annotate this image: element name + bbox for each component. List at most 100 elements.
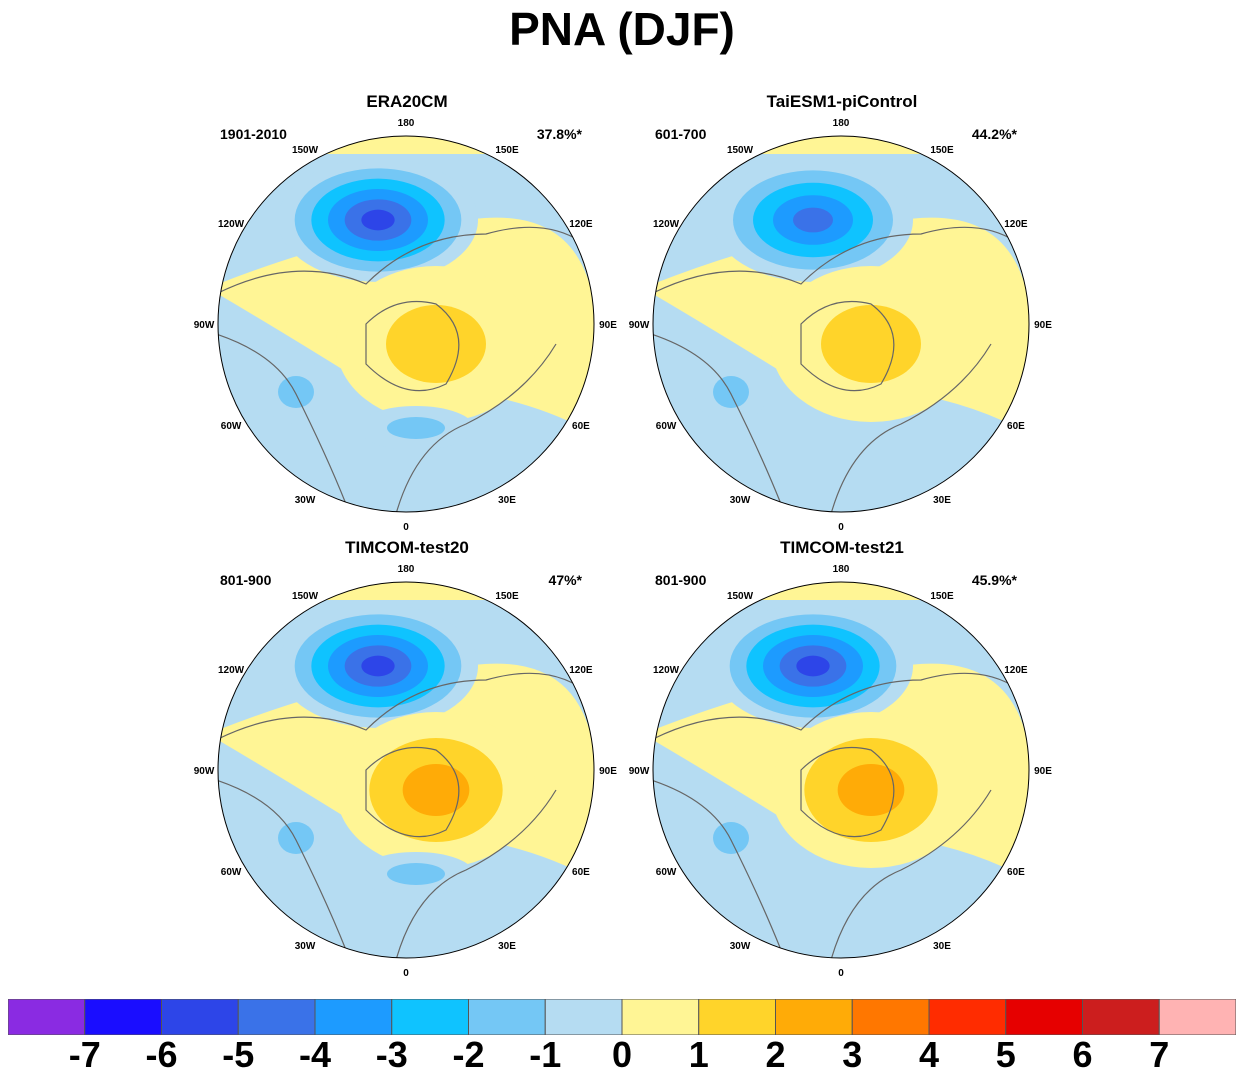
high-contour — [821, 305, 921, 383]
colorbar-tick-label: -1 — [529, 1034, 562, 1075]
colorbar-tick-label: 5 — [995, 1034, 1016, 1075]
colorbar-tick-label: 6 — [1072, 1034, 1093, 1075]
longitude-label: 120W — [653, 219, 680, 230]
longitude-label: 60W — [656, 421, 677, 432]
colorbar-tick-label: 4 — [918, 1034, 940, 1075]
longitude-label: 30W — [295, 495, 316, 506]
colorbar-tick-label: 3 — [842, 1034, 863, 1075]
panel-period: 801-900 — [220, 572, 272, 588]
colorbar-labels: -7 -6 -5 -4 -3 -2 -1 0 1 2 3 4 5 6 7 — [0, 1034, 1244, 1079]
low-contour — [361, 655, 395, 677]
colorbar-swatch — [237, 999, 316, 1035]
longitude-label: 90W — [194, 320, 215, 331]
colorbar-swatch — [698, 999, 776, 1035]
panel-period: 1901-2010 — [220, 126, 287, 142]
panel-variance: 44.2%* — [971, 126, 1017, 142]
longitude-label: 60W — [221, 867, 242, 878]
colorbar — [8, 999, 1236, 1035]
map-border — [217, 135, 595, 513]
longitude-label: 180 — [833, 118, 850, 129]
longitude-label: 90W — [629, 320, 650, 331]
colorbar-tick-label: -3 — [375, 1034, 408, 1075]
longitude-label: 120W — [218, 219, 245, 230]
longitude-label: 90E — [1034, 320, 1052, 331]
panel-period: 601-700 — [655, 126, 707, 142]
longitude-label: 150E — [495, 591, 519, 602]
panel-title: TaiESM1-piControl — [766, 92, 918, 111]
positive-band-north — [286, 582, 586, 600]
polar-map: 180 150E 120E 90E 60E 30E 0 30W 60W 90W 120W 150W — [629, 118, 1053, 533]
coastlines — [653, 672, 1029, 958]
longitude-label: 30E — [933, 941, 951, 952]
longitude-label: 180 — [398, 118, 415, 129]
coastlines — [653, 226, 1029, 512]
low-contour — [796, 655, 830, 677]
coastlines — [218, 226, 594, 512]
polar-map: 180 150E 120E 90E 60E 30E 0 30W 60W 90W 120W 150W — [194, 564, 618, 979]
colorbar-tick-label: -4 — [298, 1034, 332, 1075]
low-contour — [387, 417, 445, 439]
longitude-label: 30W — [730, 495, 751, 506]
low-contour — [387, 863, 445, 885]
longitude-label: 150W — [727, 591, 754, 602]
map-border — [652, 581, 1030, 959]
longitude-label: 0 — [403, 522, 409, 533]
map-border — [217, 581, 595, 959]
high-contour — [402, 764, 470, 816]
low-contour — [278, 822, 314, 854]
chart-title: PNA (DJF) — [509, 3, 735, 55]
high-contour — [386, 305, 486, 383]
longitude-label: 150E — [930, 591, 954, 602]
colorbar-swatch — [1005, 999, 1083, 1035]
longitude-label: 150W — [727, 145, 754, 156]
longitude-label: 30E — [933, 495, 951, 506]
map-border — [652, 135, 1030, 513]
longitude-label: 60E — [572, 421, 590, 432]
panel-title: TIMCOM-test20 — [345, 538, 469, 557]
longitude-label: 120E — [569, 219, 593, 230]
longitude-label: 180 — [398, 564, 415, 575]
colorbar-swatch — [851, 999, 930, 1035]
panel-title: TIMCOM-test21 — [780, 538, 904, 557]
longitude-label: 0 — [403, 968, 409, 979]
colorbar-swatch — [621, 999, 700, 1035]
panel-period: 801-900 — [655, 572, 707, 588]
longitude-label: 30E — [498, 495, 516, 506]
longitude-label: 60E — [1007, 867, 1025, 878]
longitude-label: 30W — [730, 941, 751, 952]
colorbar-swatch — [161, 999, 239, 1035]
colorbar-swatch — [84, 999, 162, 1035]
map-panel: 180 150E 120E 90E 60E 30E 0 30W 60W 90W 120W 150W T… — [627, 538, 1057, 984]
longitude-label: 60W — [221, 421, 242, 432]
colorbar-swatch — [468, 999, 546, 1035]
colorbar-tick-label: 2 — [765, 1034, 786, 1075]
colorbar-tick-label: 7 — [1149, 1034, 1170, 1075]
longitude-label: 90E — [599, 320, 617, 331]
longitude-label: 150E — [930, 145, 954, 156]
longitude-label: 120W — [653, 665, 680, 676]
map-panel: 180 150E 120E 90E 60E 30E 0 30W 60W 90W 120W 150W T… — [192, 538, 622, 984]
longitude-label: 30W — [295, 941, 316, 952]
longitude-label: 120E — [1004, 665, 1028, 676]
colorbar-tick-label: -7 — [68, 1034, 101, 1075]
map-panel: 180 150E 120E 90E 60E 30E 0 30W 60W 90W 120W 150W T… — [627, 92, 1057, 538]
panel-variance: 37.8%* — [536, 126, 582, 142]
colorbar-tick-label: 1 — [688, 1034, 709, 1075]
colorbar-tick-label: -6 — [145, 1034, 178, 1075]
colorbar-swatch — [314, 999, 393, 1035]
colorbar-swatch — [391, 999, 469, 1035]
colorbar-swatch — [928, 999, 1007, 1035]
longitude-label: 0 — [838, 968, 844, 979]
low-contour — [713, 376, 749, 408]
longitude-label: 180 — [833, 564, 850, 575]
high-contour — [837, 764, 905, 816]
colorbar-tick-label: 0 — [611, 1034, 633, 1075]
polar-map: 180 150E 120E 90E 60E 30E 0 30W 60W 90W 120W 150W — [194, 118, 618, 533]
panel-variance: 47%* — [548, 572, 582, 588]
low-contour — [361, 209, 395, 231]
coastlines — [218, 672, 594, 958]
longitude-label: 150W — [292, 145, 319, 156]
longitude-label: 120W — [218, 665, 245, 676]
longitude-label: 60W — [656, 867, 677, 878]
longitude-label: 0 — [838, 522, 844, 533]
